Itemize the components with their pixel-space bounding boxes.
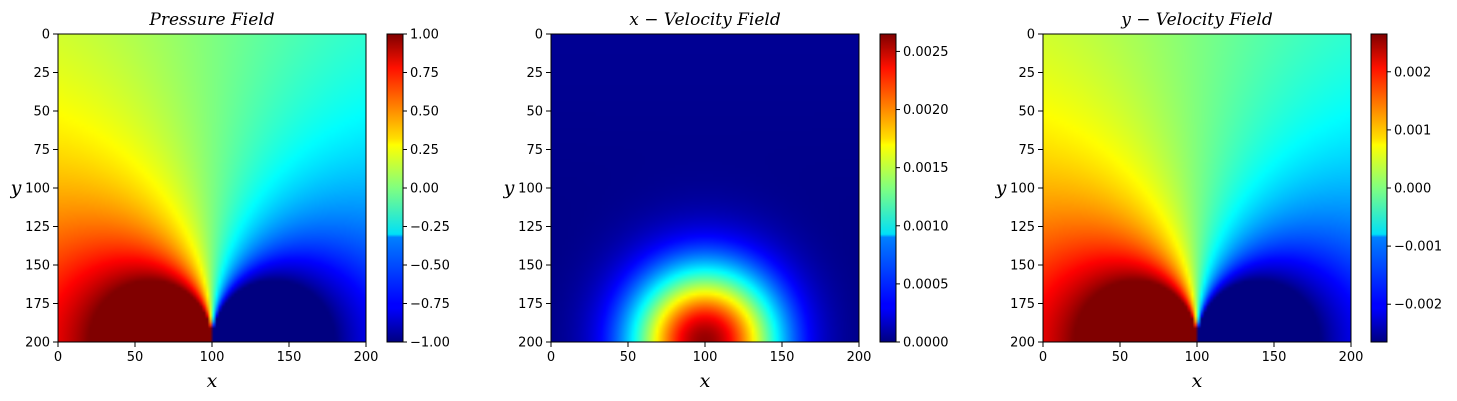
chart-title: x − Velocity Field bbox=[629, 10, 781, 30]
colorbar-tick-label: −0.75 bbox=[410, 297, 450, 312]
colorbar-tick-label: 0.00 bbox=[410, 182, 439, 197]
x-tick-label: 150 bbox=[770, 350, 795, 365]
x-tick-label: 50 bbox=[620, 350, 637, 365]
colorbar-tick-label: −0.002 bbox=[1394, 298, 1442, 313]
panel-1: Pressure Field 0 50 100 150 200 0 25 50 75 100 125 1… bbox=[10, 10, 450, 392]
x-tick-label: 50 bbox=[1112, 350, 1129, 365]
x-tick-label: 0 bbox=[1039, 350, 1047, 365]
y-tick-label: 0 bbox=[42, 28, 50, 43]
colorbar bbox=[1370, 33, 1388, 343]
y-axis-label: y bbox=[10, 177, 22, 199]
colorbar-tick-label: −1.00 bbox=[410, 336, 450, 351]
y-tick-label: 100 bbox=[25, 182, 50, 197]
y-tick-label: 200 bbox=[25, 336, 50, 351]
y-tick-label: 75 bbox=[526, 143, 543, 158]
panel-3: y − Velocity Field 0 50 100 150 200 0 25 50 75 100… bbox=[995, 10, 1442, 392]
colorbar bbox=[879, 33, 897, 343]
x-tick-label: 100 bbox=[1185, 350, 1210, 365]
y-axis-label: y bbox=[995, 177, 1007, 199]
y-tick-label: 100 bbox=[1010, 182, 1035, 197]
y-tick-label: 150 bbox=[25, 259, 50, 274]
y-tick-label: 25 bbox=[526, 66, 543, 81]
x-tick-label: 50 bbox=[127, 350, 144, 365]
x-tick-label: 0 bbox=[54, 350, 62, 365]
y-tick-label: 150 bbox=[1010, 259, 1035, 274]
y-tick-label: 75 bbox=[33, 143, 50, 158]
colorbar-tick-label: 0.75 bbox=[410, 66, 439, 81]
colorbar-tick-label: 0.50 bbox=[410, 105, 439, 120]
panel-2: x − Velocity Field 0 50 100 150 200 0 25 50 75 100… bbox=[503, 10, 949, 392]
colorbar-tick-label: 1.00 bbox=[410, 28, 439, 43]
colorbar bbox=[386, 33, 404, 343]
y-tick-label: 125 bbox=[1010, 220, 1035, 235]
colorbar-tick-label: 0.25 bbox=[410, 143, 439, 158]
heatmap-image bbox=[551, 34, 859, 342]
x-tick-label: 200 bbox=[1339, 350, 1364, 365]
chart-title: Pressure Field bbox=[148, 10, 274, 30]
x-tick-label: 200 bbox=[354, 350, 379, 365]
colorbar-tick-label: −0.50 bbox=[410, 259, 450, 274]
x-tick-label: 200 bbox=[847, 350, 872, 365]
colorbar-tick-label: 0.0010 bbox=[903, 219, 949, 234]
y-tick-label: 175 bbox=[518, 297, 543, 312]
colorbar-tick-label: −0.001 bbox=[1394, 240, 1442, 255]
colorbar-tick-label: 0.0020 bbox=[903, 103, 949, 118]
colorbar-tick-label: 0.0025 bbox=[903, 45, 949, 60]
x-tick-label: 0 bbox=[547, 350, 555, 365]
x-tick-label: 150 bbox=[277, 350, 302, 365]
y-tick-label: 50 bbox=[1018, 105, 1035, 120]
chart-title: y − Velocity Field bbox=[1120, 10, 1273, 30]
y-tick-label: 200 bbox=[1010, 336, 1035, 351]
y-tick-label: 50 bbox=[33, 105, 50, 120]
colorbar-tick-label: 0.000 bbox=[1394, 182, 1431, 197]
colorbar-tick-label: 0.0005 bbox=[903, 277, 949, 292]
y-tick-label: 0 bbox=[1027, 28, 1035, 43]
y-axis-label: y bbox=[503, 177, 515, 199]
x-axis-label: x bbox=[1192, 370, 1203, 392]
x-axis-label: x bbox=[700, 370, 711, 392]
colorbar-tick-label: −0.25 bbox=[410, 220, 450, 235]
y-tick-label: 25 bbox=[33, 66, 50, 81]
colorbar-tick-label: 0.0015 bbox=[903, 161, 949, 176]
y-tick-label: 150 bbox=[518, 259, 543, 274]
heatmap-image bbox=[58, 34, 366, 342]
heatmap-image bbox=[1043, 34, 1351, 342]
colorbar-tick-label: 0.0000 bbox=[903, 336, 949, 351]
x-tick-label: 150 bbox=[1262, 350, 1287, 365]
colorbar-tick-label: 0.001 bbox=[1394, 123, 1431, 138]
y-tick-label: 200 bbox=[518, 336, 543, 351]
y-tick-label: 125 bbox=[25, 220, 50, 235]
y-tick-label: 50 bbox=[526, 105, 543, 120]
x-tick-label: 100 bbox=[200, 350, 225, 365]
x-tick-label: 100 bbox=[693, 350, 718, 365]
y-tick-label: 175 bbox=[25, 297, 50, 312]
y-tick-label: 100 bbox=[518, 182, 543, 197]
y-tick-label: 25 bbox=[1018, 66, 1035, 81]
x-axis-label: x bbox=[207, 370, 218, 392]
y-tick-label: 75 bbox=[1018, 143, 1035, 158]
y-tick-label: 125 bbox=[518, 220, 543, 235]
y-tick-label: 0 bbox=[535, 28, 543, 43]
y-tick-label: 175 bbox=[1010, 297, 1035, 312]
colorbar-tick-label: 0.002 bbox=[1394, 65, 1431, 80]
